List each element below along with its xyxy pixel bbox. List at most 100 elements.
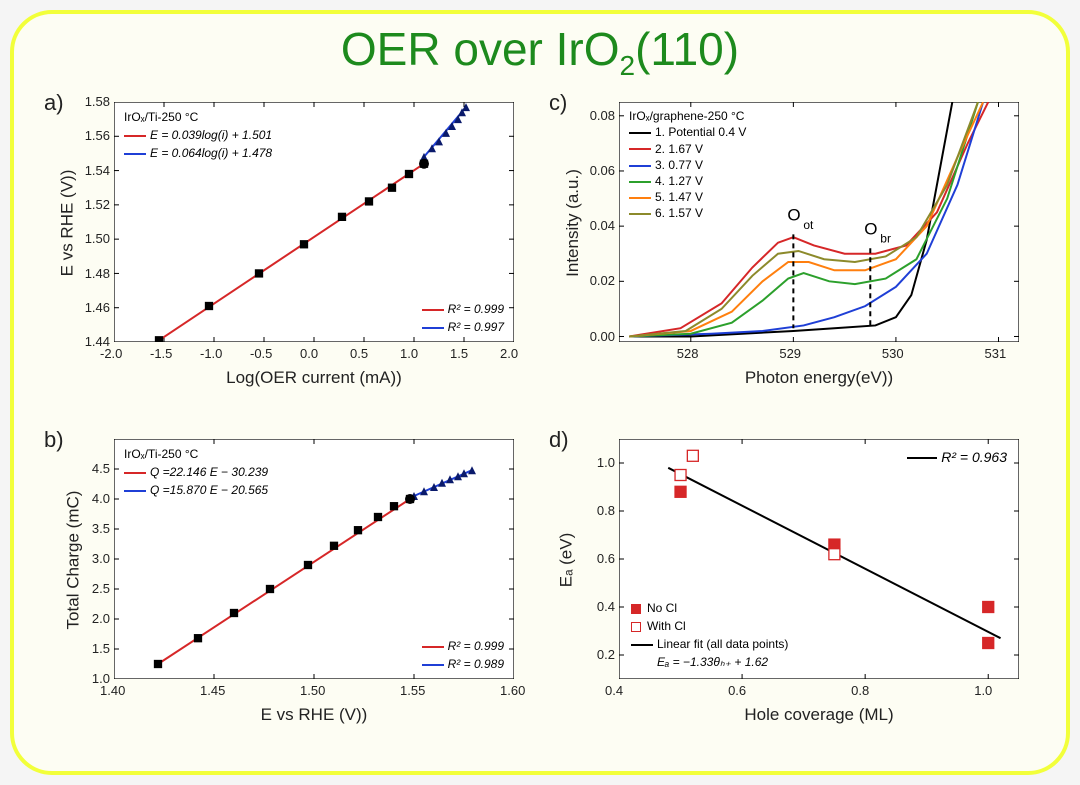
panel-d-r2: R² = 0.963 [907, 447, 1007, 468]
tick-y: 3.0 [74, 551, 110, 566]
panel-b: b) IrOₓ/Ti-250 °C Q =22.146 E − 30.239 Q… [44, 425, 531, 756]
panel-d-fiteq: Eₐ = −1.33θₕ₊ + 1.62 [631, 653, 788, 671]
tick-x: 0.6 [728, 683, 746, 698]
tick-y: 0.02 [579, 273, 615, 288]
tick-x: 529 [779, 346, 801, 361]
plot-b: IrOₓ/Ti-250 °C Q =22.146 E − 30.239 Q =1… [114, 439, 514, 679]
tick-y: 2.5 [74, 581, 110, 596]
tick-y: 1.5 [74, 641, 110, 656]
tick-x: 531 [984, 346, 1006, 361]
panel-b-sample: IrOₓ/Ti-250 °C [124, 445, 268, 463]
panel-c-label: c) [549, 90, 567, 116]
tick-y: 1.0 [579, 455, 615, 470]
panel-b-eq-red: Q =22.146 E − 30.239 [124, 463, 268, 481]
plot-d: R² = 0.963 No Cl With Cl Linear fit (all… [619, 439, 1019, 679]
panel-c: c) OotObr IrOₓ/graphene-250 °C 1. Potent… [549, 88, 1036, 419]
panel-a-label: a) [44, 90, 64, 116]
panel-b-r2-blue: R² = 0.989 [422, 655, 504, 673]
tick-x: 0.4 [605, 683, 623, 698]
panel-a-r2-blue: R² = 0.997 [422, 318, 504, 336]
figure-frame: OER over IrO2(110) a) IrOₓ/Ti-250 °C E =… [10, 10, 1070, 775]
panel-d-fitnote: Linear fit (all data points) [631, 635, 788, 653]
tick-y: 1.50 [74, 231, 110, 246]
tick-x: -1.5 [150, 346, 172, 361]
tick-x: 1.60 [500, 683, 525, 698]
svg-text:br: br [880, 232, 891, 246]
tick-x: 1.55 [400, 683, 425, 698]
panel-c-legend-item: 1. Potential 0.4 V [629, 124, 746, 140]
plot-a: IrOₓ/Ti-250 °C E = 0.039log(i) + 1.501 E… [114, 102, 514, 342]
tick-y: 1.58 [74, 94, 110, 109]
panel-b-label: b) [44, 427, 64, 453]
tick-y: 2.0 [74, 611, 110, 626]
tick-x: 528 [677, 346, 699, 361]
tick-y: 0.00 [579, 329, 615, 344]
panel-d: d) R² = 0.963 No Cl With Cl Linear fit (… [549, 425, 1036, 756]
panel-b-xlabel: E vs RHE (V)) [114, 705, 514, 725]
panel-c-legend: IrOₓ/graphene-250 °C 1. Potential 0.4 V2… [629, 108, 746, 221]
tick-x: 0.5 [350, 346, 368, 361]
panel-a-ylabel: E vs RHE (V)) [57, 170, 77, 277]
tick-y: 1.46 [74, 300, 110, 315]
plot-c: OotObr IrOₓ/graphene-250 °C 1. Potential… [619, 102, 1019, 342]
panel-a: a) IrOₓ/Ti-250 °C E = 0.039log(i) + 1.50… [44, 88, 531, 419]
tick-x: 0.8 [851, 683, 869, 698]
tick-y: 1.0 [74, 671, 110, 686]
panel-b-eq-blue: Q =15.870 E − 20.565 [124, 481, 268, 499]
tick-y: 0.06 [579, 163, 615, 178]
figure-title: OER over IrO2(110) [44, 22, 1036, 82]
svg-text:O: O [864, 220, 877, 239]
tick-y: 0.8 [579, 503, 615, 518]
tick-x: 1.50 [300, 683, 325, 698]
panel-b-r2-legend: R² = 0.999 R² = 0.989 [422, 637, 504, 673]
svg-text:ot: ot [803, 218, 814, 232]
tick-y: 0.6 [579, 551, 615, 566]
tick-y: 1.54 [74, 163, 110, 178]
panel-c-legend-item: 5. 1.47 V [629, 189, 746, 205]
panel-c-legend-item: 2. 1.67 V [629, 141, 746, 157]
panel-d-leg-withcl: With Cl [631, 617, 788, 635]
tick-x: 1.5 [450, 346, 468, 361]
panel-c-xlabel: Photon energy(eV)) [619, 368, 1019, 388]
panel-c-legend-item: 4. 1.27 V [629, 173, 746, 189]
tick-y: 0.4 [579, 599, 615, 614]
panel-a-r2-red: R² = 0.999 [422, 300, 504, 318]
tick-y: 3.5 [74, 521, 110, 536]
tick-x: 1.0 [400, 346, 418, 361]
panel-c-legend-items: 1. Potential 0.4 V2. 1.67 V3. 0.77 V4. 1… [629, 124, 746, 221]
panel-d-label: d) [549, 427, 569, 453]
panel-d-xlabel: Hole coverage (ML) [619, 705, 1019, 725]
tick-y: 4.5 [74, 461, 110, 476]
tick-x: 2.0 [500, 346, 518, 361]
tick-x: 530 [882, 346, 904, 361]
svg-text:O: O [787, 206, 800, 225]
tick-y: 1.52 [74, 197, 110, 212]
tick-y: 0.04 [579, 218, 615, 233]
panel-a-r2-legend: R² = 0.999 R² = 0.997 [422, 300, 504, 336]
panel-c-sample: IrOₓ/graphene-250 °C [629, 108, 746, 124]
panel-a-xlabel: Log(OER current (mA)) [114, 368, 514, 388]
tick-x: 1.0 [974, 683, 992, 698]
panel-d-leg-nocl: No Cl [631, 599, 788, 617]
panel-b-top-legend: IrOₓ/Ti-250 °C Q =22.146 E − 30.239 Q =1… [124, 445, 268, 499]
panel-c-legend-item: 6. 1.57 V [629, 205, 746, 221]
tick-y: 0.2 [579, 647, 615, 662]
panel-grid: a) IrOₓ/Ti-250 °C E = 0.039log(i) + 1.50… [44, 88, 1036, 755]
panel-a-eq-blue: E = 0.064log(i) + 1.478 [124, 144, 272, 162]
tick-y: 1.48 [74, 266, 110, 281]
tick-y: 1.56 [74, 128, 110, 143]
tick-y: 4.0 [74, 491, 110, 506]
tick-x: -0.5 [250, 346, 272, 361]
panel-a-sample: IrOₓ/Ti-250 °C [124, 108, 272, 126]
tick-x: 1.45 [200, 683, 225, 698]
tick-y: 0.08 [579, 108, 615, 123]
tick-x: -1.0 [200, 346, 222, 361]
panel-d-legend: No Cl With Cl Linear fit (all data point… [631, 599, 788, 671]
tick-x: 0.0 [300, 346, 318, 361]
panel-b-r2-red: R² = 0.999 [422, 637, 504, 655]
tick-y: 1.44 [74, 334, 110, 349]
panel-a-eq-red: E = 0.039log(i) + 1.501 [124, 126, 272, 144]
panel-a-top-legend: IrOₓ/Ti-250 °C E = 0.039log(i) + 1.501 E… [124, 108, 272, 162]
panel-c-legend-item: 3. 0.77 V [629, 157, 746, 173]
panel-d-ylabel: Eₐ (eV) [556, 532, 576, 587]
